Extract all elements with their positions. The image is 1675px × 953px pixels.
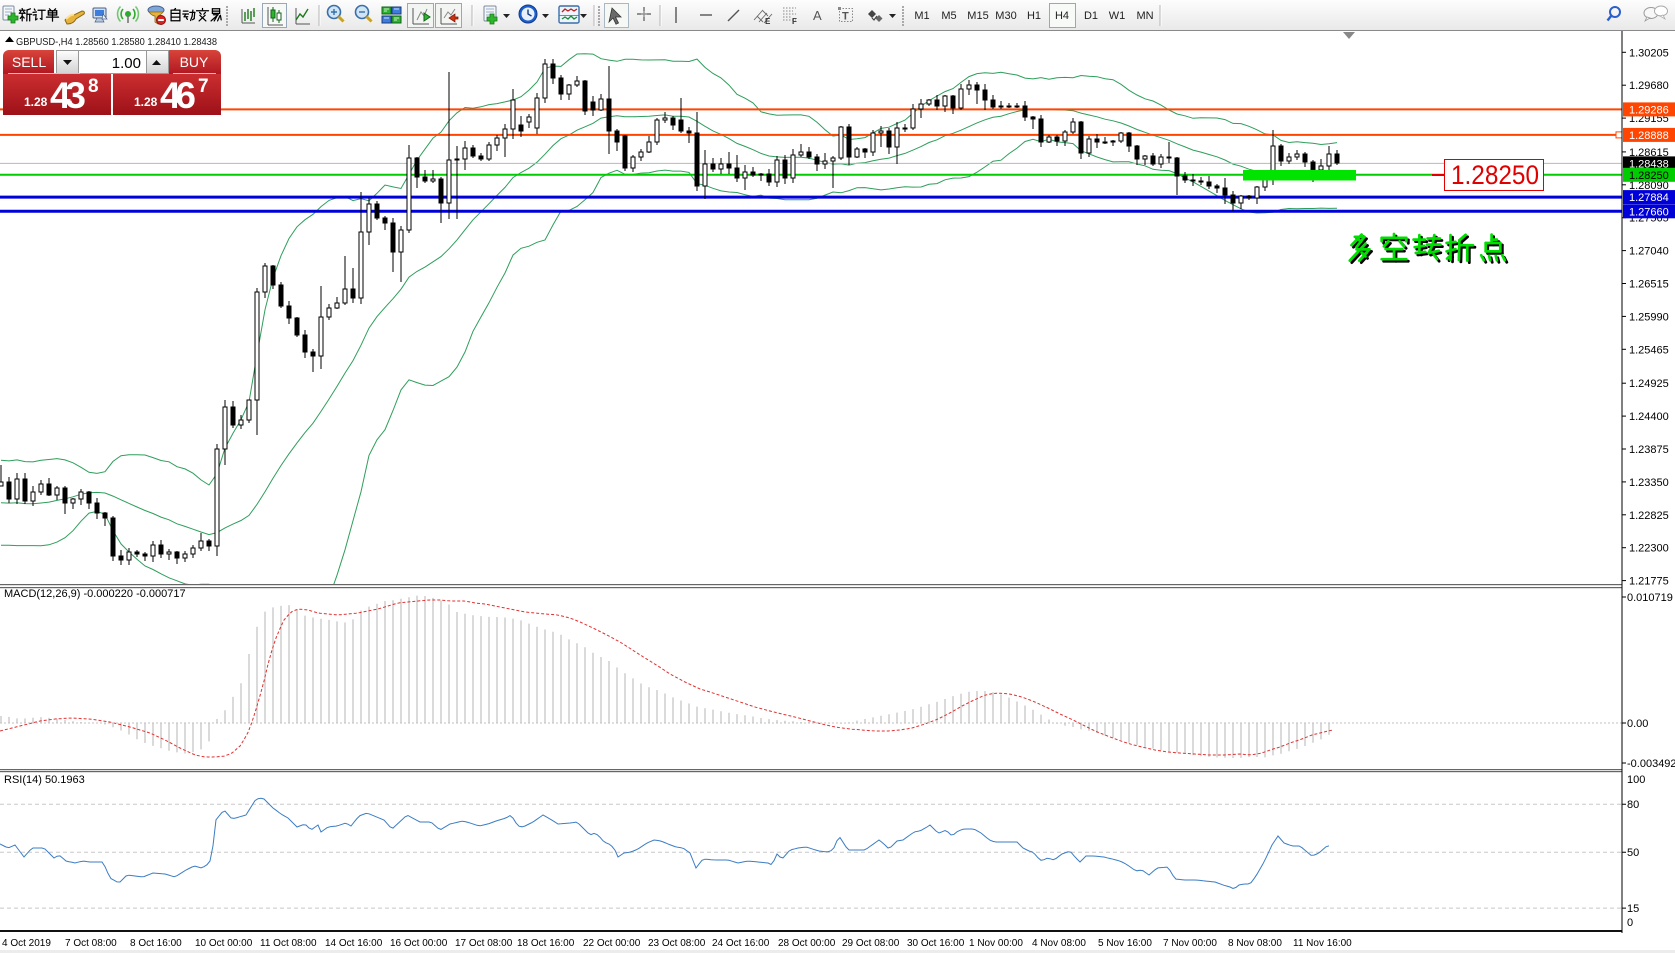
svg-text:18 Oct 16:00: 18 Oct 16:00 xyxy=(517,938,575,949)
svg-text:MACD(12,26,9) -0.000220 -0.000: MACD(12,26,9) -0.000220 -0.000717 xyxy=(4,588,186,600)
svg-text:0: 0 xyxy=(1627,917,1633,929)
svg-text:7 Oct 08:00: 7 Oct 08:00 xyxy=(65,938,117,949)
svg-text:11 Oct 08:00: 11 Oct 08:00 xyxy=(260,938,317,949)
svg-text:50: 50 xyxy=(1627,847,1639,859)
svg-text:1.26515: 1.26515 xyxy=(1629,279,1669,291)
svg-text:100: 100 xyxy=(1627,774,1645,786)
svg-text:1.27660: 1.27660 xyxy=(1629,206,1669,218)
svg-text:T: T xyxy=(842,11,849,23)
svg-text:A: A xyxy=(813,8,822,23)
svg-text:7 Nov 00:00: 7 Nov 00:00 xyxy=(1163,938,1217,949)
svg-text:1.25990: 1.25990 xyxy=(1629,311,1669,323)
svg-text:M30: M30 xyxy=(995,10,1016,22)
svg-text:H1: H1 xyxy=(1027,10,1041,22)
svg-text:1.28250: 1.28250 xyxy=(1451,160,1539,190)
svg-text:11 Nov 16:00: 11 Nov 16:00 xyxy=(1293,938,1352,949)
svg-text:10 Oct 00:00: 10 Oct 00:00 xyxy=(195,938,253,949)
svg-text:1.29286: 1.29286 xyxy=(1629,104,1669,116)
svg-text:0.00: 0.00 xyxy=(1627,718,1648,730)
svg-text:1.29680: 1.29680 xyxy=(1629,80,1669,92)
svg-text:5 Nov 16:00: 5 Nov 16:00 xyxy=(1098,938,1152,949)
svg-text:4 Oct 2019: 4 Oct 2019 xyxy=(2,938,51,949)
svg-text:RSI(14) 50.1963: RSI(14) 50.1963 xyxy=(4,774,85,786)
svg-text:1.28615: 1.28615 xyxy=(1629,147,1669,159)
svg-text:80: 80 xyxy=(1627,799,1639,811)
svg-text:43: 43 xyxy=(50,75,86,116)
svg-text:15: 15 xyxy=(1627,903,1639,915)
svg-text:1.27040: 1.27040 xyxy=(1629,246,1669,258)
svg-text:1.23875: 1.23875 xyxy=(1629,444,1669,456)
svg-text:1.28250: 1.28250 xyxy=(1629,170,1669,182)
svg-text:1.24400: 1.24400 xyxy=(1629,411,1669,423)
svg-text:1.28090: 1.28090 xyxy=(1629,180,1669,192)
svg-text:46: 46 xyxy=(160,75,196,116)
svg-text:24 Oct 16:00: 24 Oct 16:00 xyxy=(712,938,770,949)
svg-text:1.22825: 1.22825 xyxy=(1629,510,1669,522)
svg-text:1 Nov 00:00: 1 Nov 00:00 xyxy=(969,938,1023,949)
svg-text:30 Oct 16:00: 30 Oct 16:00 xyxy=(907,938,965,949)
svg-text:1.24925: 1.24925 xyxy=(1629,378,1669,390)
svg-text:F: F xyxy=(792,17,797,26)
svg-text:H4: H4 xyxy=(1055,10,1069,22)
svg-text:1.30205: 1.30205 xyxy=(1629,47,1669,59)
svg-text:SELL: SELL xyxy=(12,54,46,70)
svg-text:16 Oct 00:00: 16 Oct 00:00 xyxy=(390,938,448,949)
svg-text:8 Oct 16:00: 8 Oct 16:00 xyxy=(130,938,182,949)
svg-text:M5: M5 xyxy=(941,10,956,22)
svg-text:GBPUSD-,H4 1.28560 1.28580 1.: GBPUSD-,H4 1.28560 1.28580 1.28410 1.284… xyxy=(16,36,217,48)
svg-text:17 Oct 08:00: 17 Oct 08:00 xyxy=(455,938,513,949)
svg-text:4 Nov 08:00: 4 Nov 08:00 xyxy=(1032,938,1086,949)
svg-text:14 Oct 16:00: 14 Oct 16:00 xyxy=(325,938,383,949)
svg-text:1.23350: 1.23350 xyxy=(1629,477,1669,489)
svg-text:1.21775: 1.21775 xyxy=(1629,576,1669,588)
svg-text:1.27884: 1.27884 xyxy=(1629,192,1669,204)
svg-text:8: 8 xyxy=(88,76,99,97)
svg-text:-0.003492: -0.003492 xyxy=(1627,758,1675,770)
svg-text:1.28888: 1.28888 xyxy=(1629,130,1669,142)
svg-text:W1: W1 xyxy=(1109,10,1126,22)
svg-text:M15: M15 xyxy=(967,10,988,22)
svg-text:E: E xyxy=(765,17,771,26)
svg-text:28 Oct 00:00: 28 Oct 00:00 xyxy=(778,938,836,949)
svg-text:D1: D1 xyxy=(1084,10,1098,22)
svg-text:29 Oct 08:00: 29 Oct 08:00 xyxy=(842,938,900,949)
svg-text:BUY: BUY xyxy=(180,54,209,70)
svg-text:8 Nov 08:00: 8 Nov 08:00 xyxy=(1228,938,1282,949)
svg-text:1.00: 1.00 xyxy=(112,55,141,72)
svg-text:0.010719: 0.010719 xyxy=(1627,592,1673,604)
svg-text:23 Oct 08:00: 23 Oct 08:00 xyxy=(648,938,706,949)
svg-text:1.28438: 1.28438 xyxy=(1629,158,1669,170)
svg-text:1.22300: 1.22300 xyxy=(1629,543,1669,555)
svg-text:MN: MN xyxy=(1136,10,1153,22)
svg-text:22 Oct 00:00: 22 Oct 00:00 xyxy=(583,938,641,949)
svg-text:M1: M1 xyxy=(914,10,929,22)
svg-text:1.28: 1.28 xyxy=(134,95,158,109)
svg-text:1.28: 1.28 xyxy=(24,95,48,109)
svg-text:1.25465: 1.25465 xyxy=(1629,344,1669,356)
svg-text:7: 7 xyxy=(198,76,209,97)
